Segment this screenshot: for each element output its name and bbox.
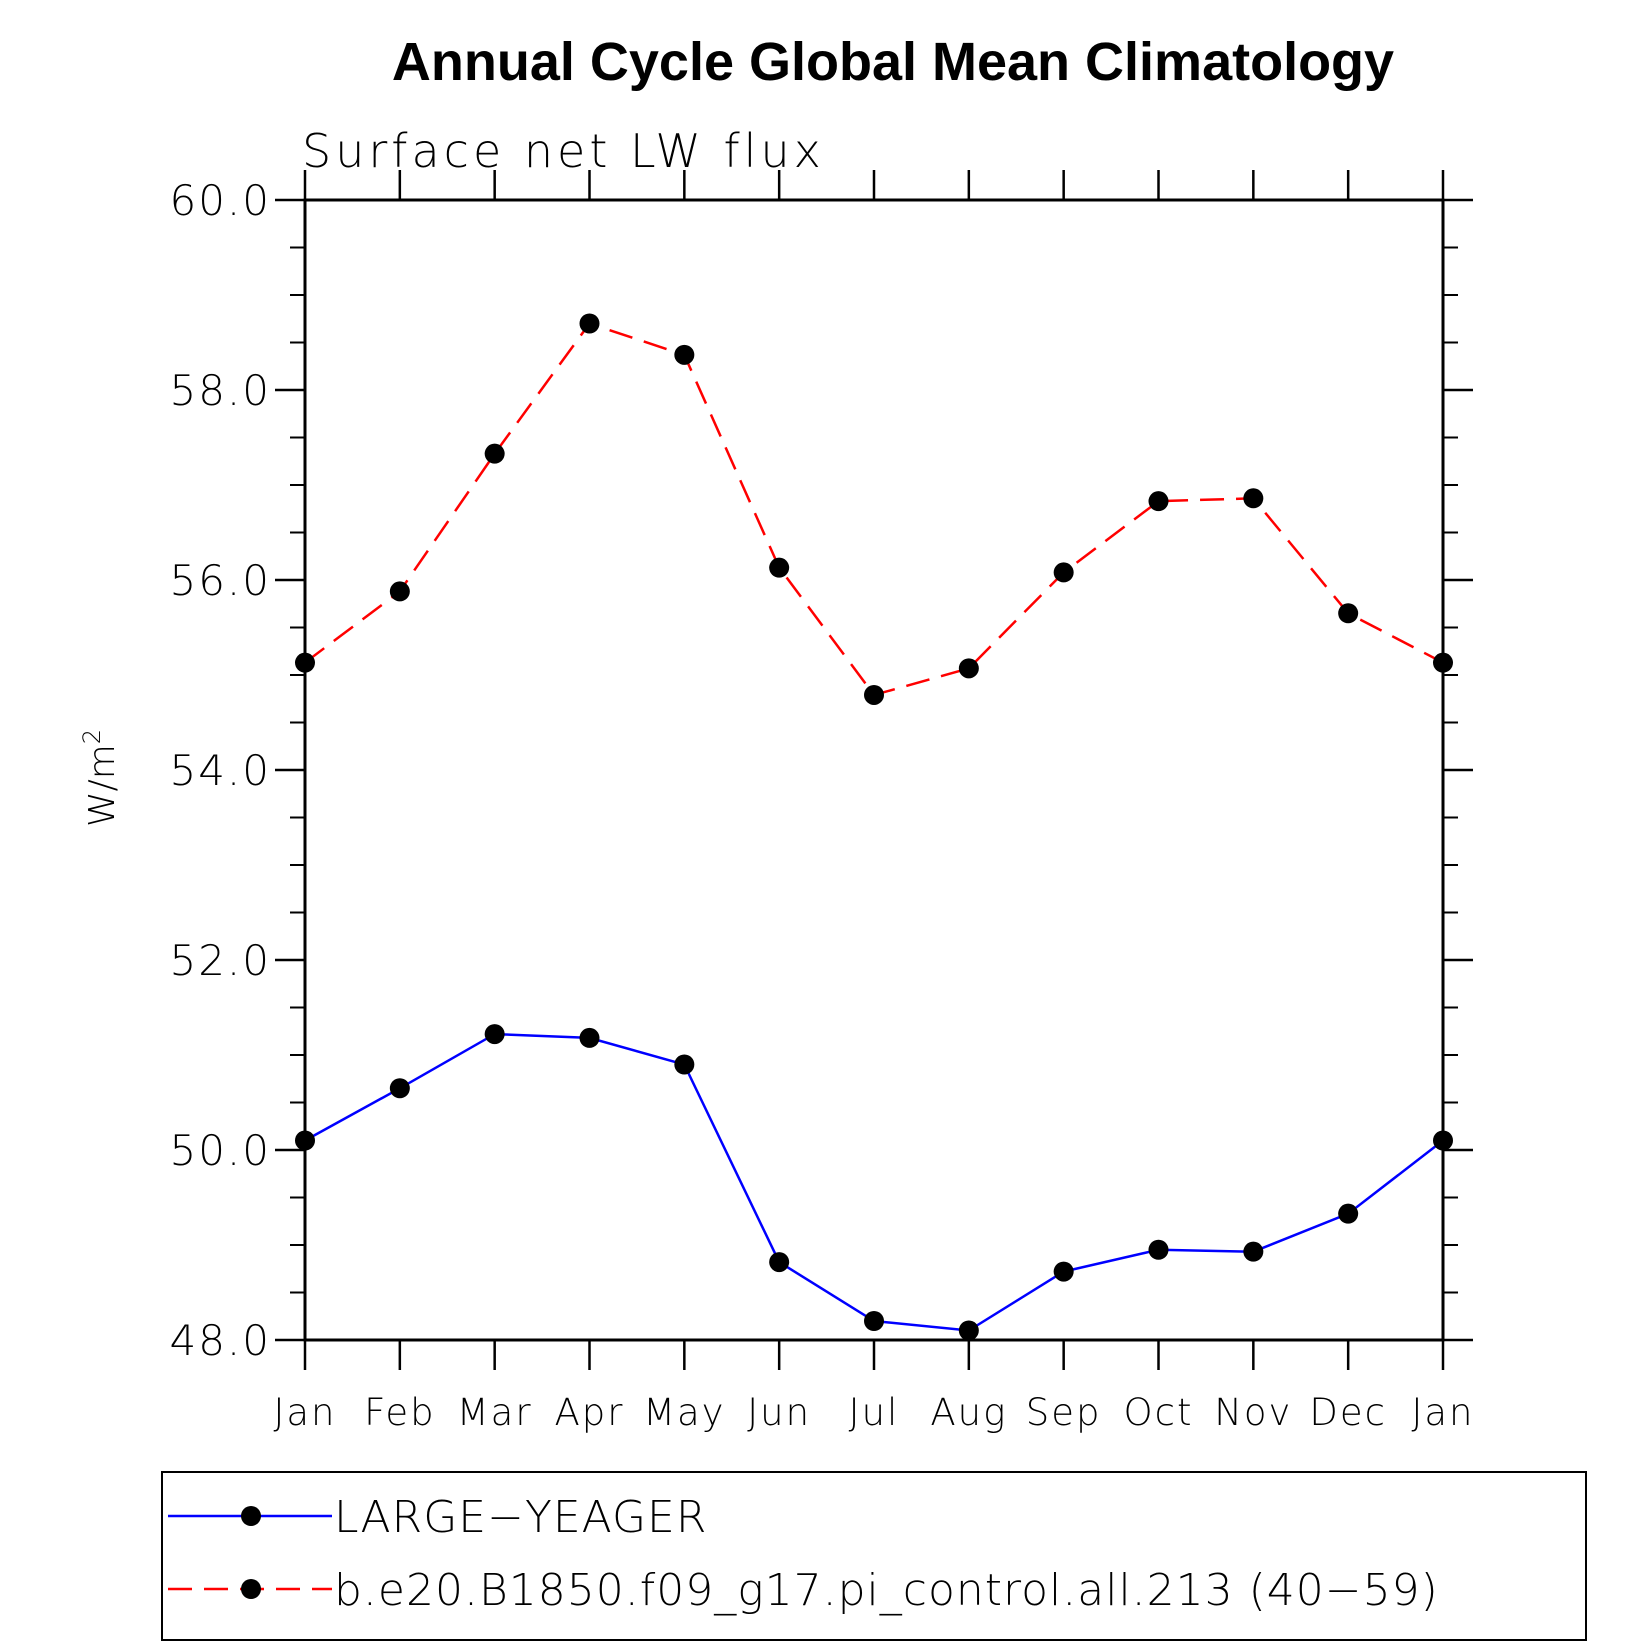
y-tick-labels: 48.0 50.0 52.0 54.0 56.0 58.0 60.0: [169, 176, 271, 1365]
series-1-point: [1338, 603, 1359, 624]
y-tick-label: 52.0: [169, 936, 271, 985]
y-tick-label: 48.0: [169, 1316, 271, 1365]
series-1-point: [958, 658, 979, 679]
x-tick-label: Dec: [1309, 1391, 1387, 1434]
legend: LARGE−YEAGER b.e20.B1850.f09_g17.pi_cont…: [161, 1471, 1587, 1641]
series-0-point: [958, 1320, 979, 1341]
x-tick-label: Feb: [364, 1391, 436, 1434]
x-tick-label: Apr: [554, 1391, 624, 1434]
x-tick-label: Oct: [1124, 1391, 1194, 1434]
series-line-0: [304, 1032, 1444, 1332]
series-0-point: [1338, 1203, 1359, 1224]
series-1-point: [769, 557, 790, 578]
x-tick-labels: Jan Feb Mar Apr May Jun Jul Aug Sep Oct Nov Dec Jan: [273, 1391, 1474, 1434]
series-0-point: [674, 1054, 695, 1075]
series-0-point: [484, 1024, 505, 1045]
chart-title: Annual Cycle Global Mean Climatology: [392, 32, 1394, 92]
series-0-point: [1053, 1261, 1074, 1282]
y-axis-label-base: W/m: [82, 744, 123, 827]
series-1-point: [674, 344, 695, 365]
series-1-point: [579, 313, 600, 334]
series-0-point: [389, 1078, 410, 1099]
y-axis-label: W/m2: [78, 729, 123, 827]
series-0-point: [864, 1311, 884, 1331]
axes-ticks: [275, 170, 1473, 1370]
legend-label-large-yeager: LARGE−YEAGER: [334, 1492, 707, 1543]
x-tick-label: Jan: [273, 1391, 336, 1434]
legend-marker-pi-control: [241, 1579, 261, 1599]
legend-box: [161, 1471, 1587, 1641]
legend-label-pi-control: b.e20.B1850.f09_g17.pi_control.all.213 (…: [334, 1565, 1439, 1616]
x-tick-label: Jan: [1411, 1391, 1474, 1434]
x-tick-label: Jun: [747, 1391, 811, 1434]
x-tick-label: Mar: [457, 1391, 533, 1434]
x-tick-label: Jul: [849, 1391, 900, 1434]
series-line-1: [304, 322, 1444, 697]
x-tick-label: Sep: [1026, 1391, 1102, 1434]
series-1-point: [484, 443, 505, 464]
series-0-point: [1148, 1239, 1169, 1260]
y-axis-label-superscript: 2: [78, 729, 106, 744]
y-tick-label: 50.0: [169, 1126, 271, 1175]
x-tick-label: May: [643, 1391, 726, 1434]
y-tick-label: 56.0: [169, 556, 271, 605]
x-tick-label: Aug: [930, 1391, 1007, 1434]
series-1-point: [864, 684, 884, 705]
series-1-point: [1243, 488, 1264, 509]
series-1-point: [389, 581, 410, 602]
x-tick-label: Nov: [1214, 1391, 1292, 1434]
y-tick-label: 60.0: [169, 176, 271, 225]
series-0-point: [1243, 1241, 1264, 1262]
chart-subtitle: Surface net LW flux: [302, 124, 825, 178]
series-1-point: [1148, 491, 1169, 512]
series-1-point: [1053, 562, 1074, 583]
series-0-point: [769, 1252, 790, 1273]
y-tick-label: 58.0: [169, 366, 271, 415]
plot-frame: [303, 198, 1445, 1342]
legend-marker-large-yeager: [241, 1506, 261, 1526]
y-tick-label: 54.0: [169, 746, 271, 795]
series-layer: [295, 313, 1453, 1341]
series-0-point: [579, 1027, 600, 1048]
